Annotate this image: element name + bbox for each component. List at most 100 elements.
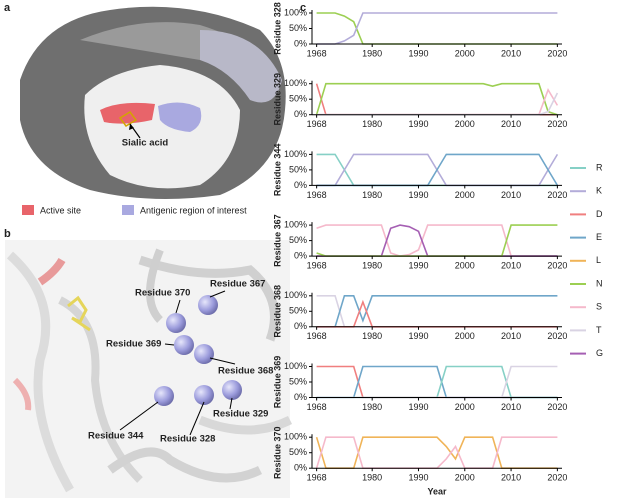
y-axis-label: Residue 367 [272,214,282,267]
legend-label: G [596,348,603,358]
series-line [316,295,558,328]
x-tick-label: 1980 [362,119,382,129]
y-axis-label: Residue 328 [272,2,282,55]
series-line [316,224,558,257]
legend-label: R [596,162,603,172]
x-tick-label: 1968 [307,260,327,270]
y-tick-label: 100% [284,290,307,300]
y-tick-label: 100% [284,219,307,229]
x-tick-label: 1968 [307,331,327,341]
y-axis-label: Residue 344 [272,144,282,197]
series-line [316,92,559,116]
y-tick-label: 0% [294,321,307,331]
series-line [316,224,558,257]
x-tick-label: 2010 [501,331,521,341]
x-tick-label: 2000 [455,48,475,58]
y-axis-label: Residue 370 [272,426,282,479]
series-line [315,436,558,469]
panel-label: c [300,2,306,14]
x-tick-label: 2020 [547,260,567,270]
series-line [316,365,558,399]
x-tick-label: 1990 [408,331,428,341]
x-tick-label: 1968 [307,402,327,412]
x-tick-label: 2010 [501,260,521,270]
y-tick-label: 0% [294,250,307,260]
x-tick-label: 2010 [501,402,521,412]
series-line [316,365,558,399]
x-tick-label: 1980 [362,473,382,483]
legend-label: T [596,325,602,335]
y-tick-label: 100% [284,149,307,159]
x-tick-label: 2010 [501,48,521,58]
x-tick-label: 1990 [408,119,428,129]
residue-label: Residue 368 [218,366,273,377]
x-tick-label: 2000 [455,402,475,412]
series-line [316,224,558,257]
y-axis-label: Residue 329 [272,73,282,126]
x-tick-label: 1980 [362,331,382,341]
y-tick-label: 100% [284,361,307,371]
series-line [316,88,559,116]
panel-label: a [4,2,11,14]
y-tick-label: 50% [289,376,307,386]
x-tick-label: 2000 [455,119,475,129]
x-tick-label: 1990 [408,48,428,58]
series-line [315,82,558,116]
series-line [316,299,558,328]
structure [5,240,293,498]
y-tick-label: 0% [294,392,307,402]
legend-label: Antigenic region of interest [140,205,247,215]
series-line [316,295,558,328]
y-axis-label: Residue 369 [272,356,282,409]
y-tick-label: 100% [284,78,307,88]
residue-label: Residue 344 [88,431,144,442]
y-tick-label: 100% [284,7,307,17]
series-line [316,12,558,45]
series-line [315,83,558,116]
x-tick-label: 1968 [307,119,327,129]
y-axis-label: Residue 368 [272,285,282,338]
series-line [316,365,558,399]
x-tick-label: 2020 [547,190,567,200]
series-line [316,365,558,399]
x-tick-label: 1990 [408,260,428,270]
x-tick-label: 1980 [362,190,382,200]
legend-label: S [596,302,602,312]
legend-label: K [596,186,602,196]
series-line [316,153,559,187]
annotation: Sialic acid [122,138,169,149]
legend-label: N [596,278,603,288]
x-tick-label: 2020 [547,119,567,129]
series-line [316,12,558,45]
y-tick-label: 0% [294,38,307,48]
y-tick-label: 50% [289,164,307,174]
x-tick-label: 2010 [501,473,521,483]
x-tick-label: 1990 [408,473,428,483]
y-tick-label: 0% [294,180,307,190]
x-tick-label: 2020 [547,331,567,341]
x-tick-label: 1980 [362,260,382,270]
legend-label: D [596,209,603,219]
y-tick-label: 0% [294,109,307,119]
legend-label: E [596,232,602,242]
panel-label: b [4,228,11,240]
residue-label: Residue 328 [160,434,215,445]
y-tick-label: 50% [289,235,307,245]
x-tick-label: 1990 [408,190,428,200]
legend-swatch [22,205,34,215]
x-tick-label: 2000 [455,190,475,200]
y-tick-label: 100% [284,432,307,442]
y-tick-label: 0% [294,463,307,473]
series-line [315,436,558,469]
x-tick-label: 1990 [408,402,428,412]
x-tick-label: 1968 [307,473,327,483]
y-tick-label: 50% [289,447,307,457]
x-axis-label: Year [427,487,447,497]
x-tick-label: 1980 [362,402,382,412]
y-tick-label: 50% [289,306,307,316]
x-tick-label: 2010 [501,190,521,200]
x-tick-label: 2020 [547,473,567,483]
residue-label: Residue 329 [213,409,268,420]
protein-surface [20,6,286,199]
